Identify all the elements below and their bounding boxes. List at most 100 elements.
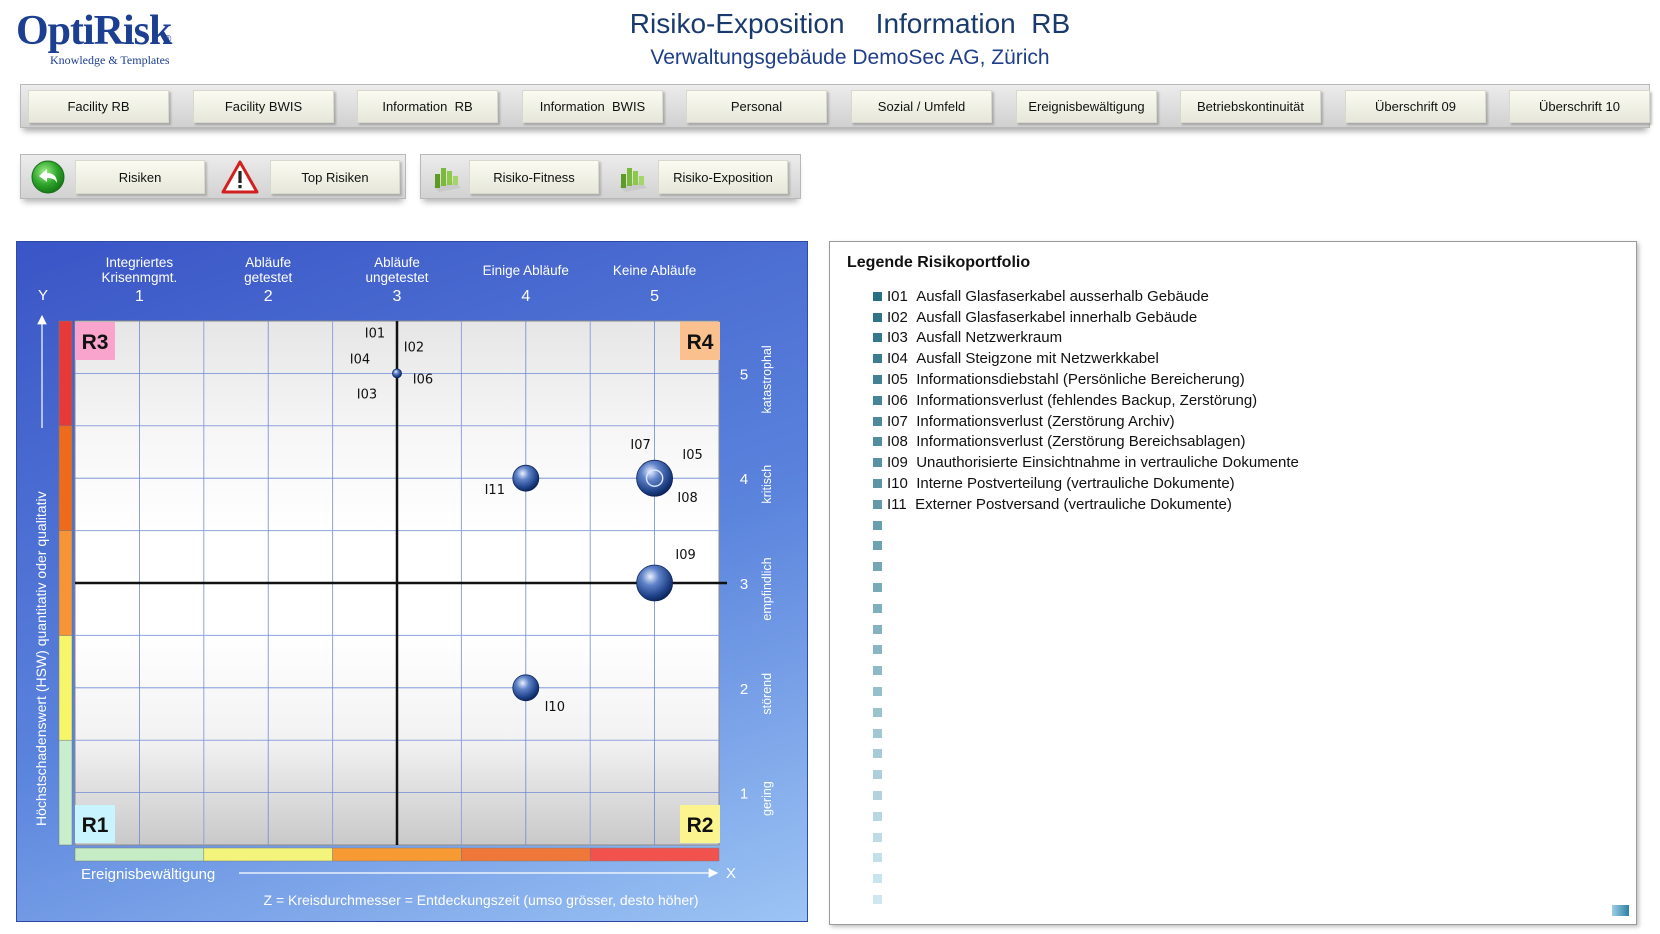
risiko-fitness-button[interactable]: Risiko-Fitness <box>469 160 599 194</box>
legend-swatch <box>873 811 882 821</box>
legend-swatch <box>873 583 882 593</box>
legend-empty-row <box>873 556 1299 577</box>
warning-triangle-icon[interactable] <box>221 159 259 195</box>
top-risiken-button[interactable]: Top Risiken <box>270 160 400 194</box>
risk-bubble[interactable] <box>636 564 673 602</box>
nav-tab-information-bwis[interactable]: Information BWIS <box>522 90 663 123</box>
risiken-button[interactable]: Risiken <box>75 160 205 194</box>
x-tick-title: Abläufe <box>374 255 420 270</box>
legend-item: I10 Interne Postverteilung (vertrauliche… <box>873 473 1299 494</box>
legend-item-text: Informationsverlust (Zerstörung Archiv) <box>916 412 1175 430</box>
legend-swatch <box>873 375 882 385</box>
logo-tagline: Knowledge & Templates <box>50 53 170 67</box>
legend-item: I04 Ausfall Steigzone mit Netzwerkkabel <box>873 348 1299 369</box>
x-tick-label: 2 <box>264 288 273 305</box>
x-tick-title: Einige Abläufe <box>483 263 569 278</box>
x-tick-title: Integriertes <box>106 255 174 270</box>
x-tick-label: 4 <box>521 288 530 305</box>
legend-item-text: Unauthorisierte Einsichtnahme in vertrau… <box>916 454 1299 472</box>
risk-bubble[interactable] <box>512 674 540 702</box>
quadrant-r3-box <box>75 322 115 360</box>
nav-tab-ereignisbewaeltigung[interactable]: Ereignisbewältigung <box>1016 90 1157 123</box>
nav-tab-information-rb[interactable]: Information RB <box>357 90 498 123</box>
legend-swatch <box>873 749 882 759</box>
legend-item-text: Informationsdiebstahl (Persönliche Berei… <box>916 371 1245 389</box>
y-axis-letter: Y <box>38 287 48 304</box>
risk-bubble[interactable] <box>392 368 402 379</box>
x-axis-label: Ereignisbewältigung <box>81 866 215 883</box>
legend-swatch <box>873 312 882 322</box>
legend-empty-row <box>873 640 1299 661</box>
x-tick-label: 3 <box>393 288 402 305</box>
legend-swatch <box>873 728 882 738</box>
x-color-band-segment <box>461 847 591 862</box>
quadrant-r4-label: R4 <box>687 331 714 354</box>
risk-bubble[interactable] <box>512 464 540 492</box>
legend-swatch <box>873 520 882 530</box>
legend-swatch <box>873 770 882 780</box>
legend-item: I02 Ausfall Glasfaserkabel innerhalb Geb… <box>873 307 1299 328</box>
legend-item-id: I06 <box>887 391 917 409</box>
risk-bubble-label: I04 <box>350 352 370 367</box>
legend-item-id: I11 <box>887 495 916 513</box>
risk-actions-group: Risiken Top Risiken <box>20 154 406 199</box>
y-color-band-segment <box>58 739 73 846</box>
legend-swatch <box>873 291 882 301</box>
legend-empty-row <box>873 764 1299 785</box>
legend-item-id: I04 <box>887 350 917 368</box>
legend-swatch <box>873 603 882 613</box>
nav-tab-facility-bwis[interactable]: Facility BWIS <box>193 90 334 123</box>
legend-swatch <box>873 499 882 509</box>
y-tick-title: empfindlich <box>760 557 774 620</box>
back-arrow-icon[interactable] <box>29 159 67 195</box>
risk-bubble-inner-ring <box>645 469 664 487</box>
legend-item-id: I05 <box>887 371 917 389</box>
y-tick-title: störend <box>760 673 774 715</box>
legend-swatch <box>873 895 882 904</box>
y-tick-title: katastrophal <box>760 345 774 413</box>
legend-item: I07 Informationsverlust (Zerstörung Arch… <box>873 411 1299 432</box>
x-tick-title: getestet <box>244 270 292 285</box>
legend-item-id: I10 <box>887 475 917 493</box>
bar-chart-fitness-icon[interactable] <box>427 159 465 195</box>
x-color-band-segment <box>203 847 333 862</box>
legend-empty-row <box>873 660 1299 681</box>
legend-empty-row <box>873 681 1299 702</box>
nav-tab-betriebskontinuitaet[interactable]: Betriebskontinuität <box>1180 90 1321 123</box>
quadrant-r2-box <box>680 805 720 843</box>
quadrant-r3-label: R3 <box>82 331 109 354</box>
legend-item-text: Ausfall Glasfaserkabel ausserhalb Gebäud… <box>916 287 1209 305</box>
legend-item-id: I03 <box>887 329 917 347</box>
legend-item-id: I07 <box>887 412 917 430</box>
legend-item-text: Informationsverlust (Zerstörung Bereichs… <box>916 433 1246 451</box>
legend-item: I11 Externer Postversand (vertrauliche D… <box>873 494 1299 515</box>
legend-empty-row <box>873 806 1299 827</box>
nav-tab-ueberschrift-10[interactable]: Überschrift 10 <box>1509 90 1650 123</box>
legend-item-text: Ausfall Netzwerkraum <box>916 329 1063 347</box>
legend-empty-row <box>873 702 1299 723</box>
legend-swatch <box>873 416 882 426</box>
risk-bubble[interactable] <box>636 459 673 497</box>
legend-item-text: Informationsverlust (fehlendes Backup, Z… <box>916 391 1258 409</box>
nav-tab-sozial-umfeld[interactable]: Sozial / Umfeld <box>851 90 992 123</box>
nav-tab-personal[interactable]: Personal <box>686 90 827 123</box>
quadrant-r1-label: R1 <box>82 814 109 837</box>
legend-swatch <box>873 562 882 572</box>
risiko-exposition-button[interactable]: Risiko-Exposition <box>658 160 788 194</box>
legend-swatch <box>873 791 882 801</box>
y-tick-title: gering <box>760 781 774 816</box>
nav-tab-facility-rb[interactable]: Facility RB <box>28 90 169 123</box>
x-tick-label: 5 <box>650 288 659 305</box>
nav-tab-ueberschrift-09[interactable]: Überschrift 09 <box>1345 90 1486 123</box>
legend-swatch <box>873 479 882 489</box>
legend-swatch <box>873 666 882 676</box>
bar-chart-exposition-icon[interactable] <box>613 159 651 195</box>
legend-item-id: I02 <box>887 308 917 326</box>
legend-swatch <box>873 333 882 343</box>
legend-item-text: Externer Postversand (vertrauliche Dokum… <box>915 495 1232 513</box>
risk-bubble-label: I11 <box>485 483 505 498</box>
legend-empty-row <box>873 744 1299 765</box>
legend-swatch <box>873 707 882 717</box>
y-color-band-segment <box>58 635 73 741</box>
legend-swatch <box>873 874 882 884</box>
